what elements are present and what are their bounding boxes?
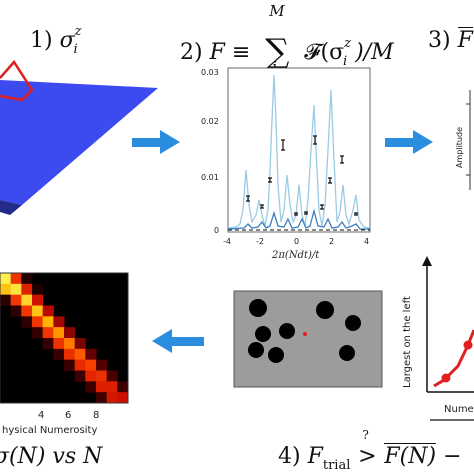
psychometric-curve [433, 329, 474, 388]
heatmap-cell [117, 381, 129, 393]
heatmap-cell [21, 305, 33, 317]
heatmap-cell [53, 316, 65, 328]
dot [268, 347, 284, 363]
heatmap-cell [32, 327, 44, 339]
heatmap-cell [0, 294, 12, 306]
heatmap-cell [106, 392, 118, 404]
heatmap-border [0, 272, 129, 404]
spectrum-xlabel: 2π(Ndt)/t [271, 250, 320, 261]
dot [345, 315, 361, 331]
heatmap-cell [96, 359, 108, 371]
heatmap-cell [64, 348, 76, 361]
heatmap-cell [21, 273, 33, 285]
heatmap-cell [85, 359, 97, 371]
psychometric-xlabel: Nume [444, 404, 474, 415]
fixation-point [303, 332, 307, 336]
ytick-0: 0.03 [201, 68, 219, 77]
heatmap-cell [106, 370, 118, 382]
dot [249, 299, 267, 317]
heatmap-cell [32, 283, 44, 296]
heatmap-xlabel: hysical Numerosity [2, 425, 97, 436]
arrow-left [152, 329, 204, 353]
spin-plane-shadow [0, 200, 22, 215]
heatmap-cell [0, 273, 12, 285]
error-bars [246, 135, 358, 216]
dot [279, 323, 295, 339]
heatmap-cell [64, 327, 76, 339]
step2-label: 2) F ≡ M ∑ i 𝓕(σzi)/M [180, 2, 394, 76]
heatmap-cell [42, 338, 54, 350]
heatmap-cell [21, 294, 33, 306]
heatmap-cell [117, 392, 129, 404]
step5-label: σ(N) vs N [0, 444, 103, 469]
highlight-frame [0, 59, 34, 102]
heatmap-cell [64, 338, 76, 350]
ytick-3: 0 [214, 226, 219, 235]
heatmap-xtick: 6 [65, 410, 71, 421]
step3-label: 3) F [428, 27, 473, 53]
amplitude-ylabel: Amplitude [455, 127, 464, 168]
dot [255, 326, 271, 342]
ytick-1: 0.02 [201, 117, 219, 126]
heatmap-cell [21, 283, 33, 296]
heatmap-cell [74, 359, 86, 371]
heatmap-cell [42, 305, 54, 317]
xtick-4: 4 [364, 237, 369, 246]
dot [339, 345, 355, 361]
heatmap-cell [42, 327, 54, 339]
heatmap-cell [42, 316, 54, 328]
heatmap-cell [85, 348, 97, 361]
heatmap-cell [96, 392, 108, 404]
heatmap-cell [85, 370, 97, 382]
heatmap-cell [85, 381, 97, 393]
heatmap-cell [10, 273, 22, 285]
xtick-0: -4 [223, 237, 231, 246]
dot [316, 301, 334, 319]
step1-label: 1) σzi [30, 24, 82, 57]
mean-curve [227, 208, 370, 230]
heatmap-cell [74, 338, 86, 350]
heatmap-cell [32, 316, 44, 328]
heatmap-cell [74, 348, 86, 361]
heatmap-cell [21, 316, 33, 328]
heatmap-cell [53, 338, 65, 350]
heatmap-cell [53, 348, 65, 361]
heatmap-cell [10, 305, 22, 317]
step4-label: 4) Ftrial ? > F(N) − [278, 428, 462, 473]
arrow-right-2 [385, 130, 433, 154]
heatmap-cell [53, 327, 65, 339]
heatmap-cell [32, 294, 44, 306]
ytick-2: 0.01 [201, 173, 219, 182]
heatmap-cell [74, 370, 86, 382]
xtick-2: 0 [294, 237, 299, 246]
psychometric-ylabel: Largest on the left [402, 296, 413, 388]
heatmap-cell [96, 381, 108, 393]
heatmap-cell [0, 283, 12, 296]
heatmap-xtick: 8 [93, 410, 99, 421]
heatmap-cell [32, 305, 44, 317]
arrow-right-1 [132, 130, 180, 154]
spin-plane [0, 80, 158, 205]
spectrum-curve [227, 74, 371, 229]
dot [248, 342, 264, 358]
heatmap-cell [96, 370, 108, 382]
heatmap-cell [106, 381, 118, 393]
heatmap-cell [10, 294, 22, 306]
heatmap-xtick: 4 [38, 410, 44, 421]
xtick-1: -2 [256, 237, 264, 246]
heatmap-cell [10, 283, 22, 296]
heatmap-cell [64, 359, 76, 371]
xtick-3: 2 [329, 237, 334, 246]
